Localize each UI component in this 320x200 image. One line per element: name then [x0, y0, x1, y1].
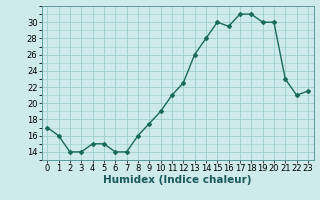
X-axis label: Humidex (Indice chaleur): Humidex (Indice chaleur) [103, 175, 252, 185]
